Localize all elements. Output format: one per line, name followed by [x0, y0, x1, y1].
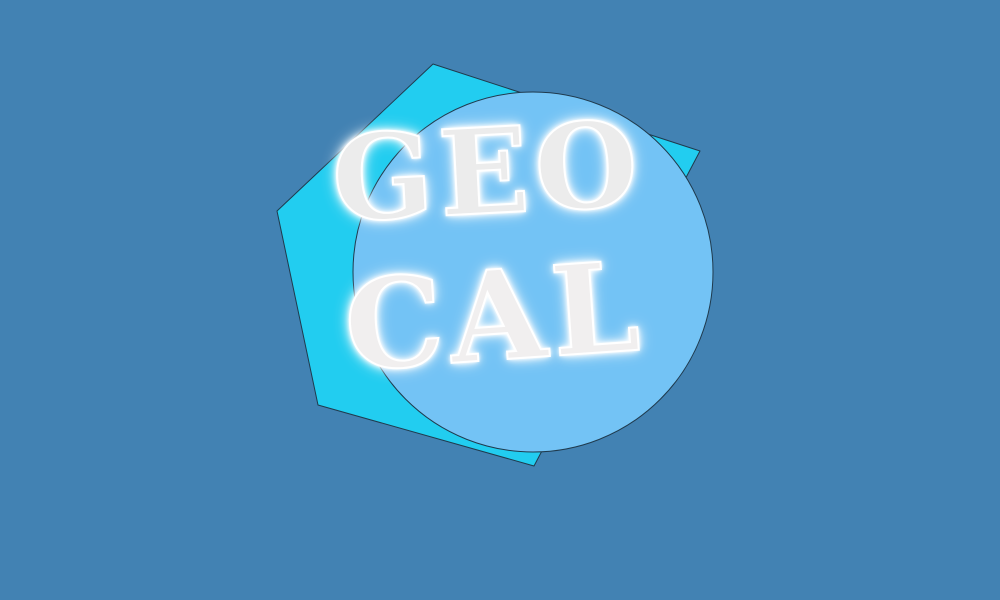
circle-shape [352, 91, 714, 453]
